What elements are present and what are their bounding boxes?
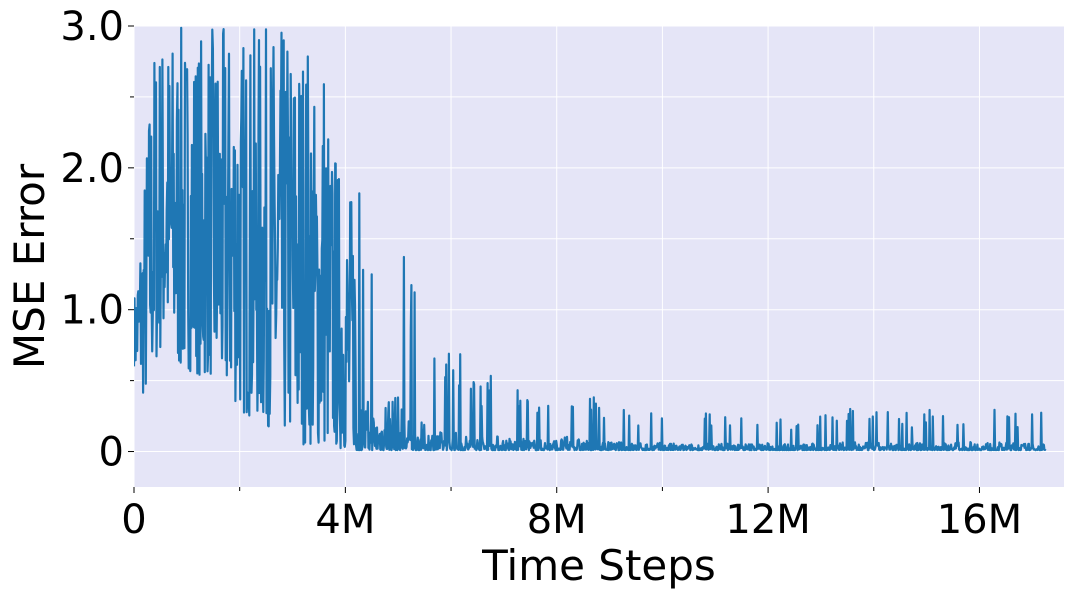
y-tick-label: 3.0 <box>60 4 124 50</box>
mse-error-line <box>134 26 1047 452</box>
x-tick-label: 0 <box>121 497 146 543</box>
y-tick-label: 1.0 <box>60 288 124 334</box>
x-tick-label: 12M <box>725 497 810 543</box>
x-axis-label: Time Steps <box>481 541 716 590</box>
y-tick-label: 0 <box>99 430 124 476</box>
y-axis: 0 1.0 2.0 3.0 <box>60 4 134 476</box>
y-axis-label: MSE Error <box>5 163 54 369</box>
x-axis: 0 4M 8M 12M 16M <box>121 487 1022 543</box>
x-tick-label: 16M <box>937 497 1022 543</box>
x-tick-label: 8M <box>527 497 587 543</box>
y-tick-label: 2.0 <box>60 146 124 192</box>
mse-error-series <box>134 26 1047 452</box>
grid-lines <box>133 25 1064 487</box>
x-tick-label: 4M <box>315 497 375 543</box>
